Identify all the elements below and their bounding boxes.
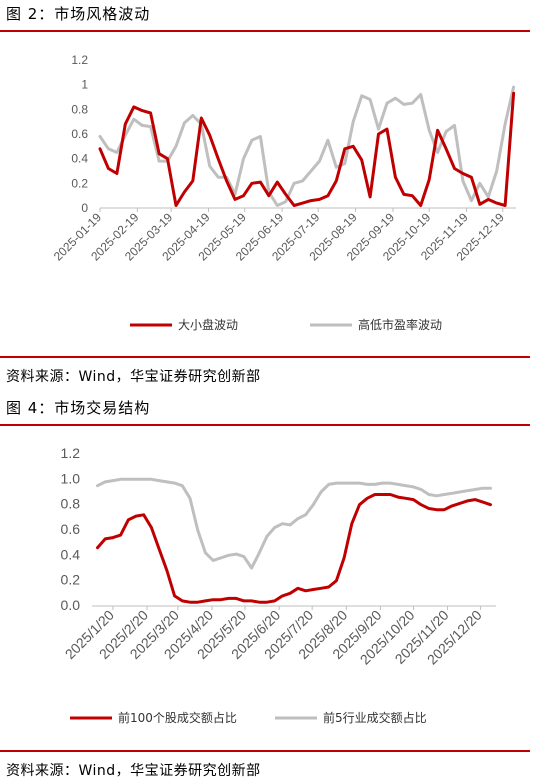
y-tick-label: 1.2 <box>61 445 81 461</box>
y-tick-label: 0.6 <box>61 521 81 537</box>
legend-label: 大小盘波动 <box>178 317 238 332</box>
figure2-bottom-rule <box>0 356 530 358</box>
y-tick-label: 0 <box>81 201 88 215</box>
y-tick-label: 0.0 <box>61 597 81 613</box>
y-tick-label: 0.6 <box>71 127 88 141</box>
figure4-top-rule <box>0 424 530 426</box>
y-tick-label: 0.8 <box>71 102 88 116</box>
y-tick-label: 0.2 <box>71 176 88 190</box>
figure4-bottom-rule <box>0 750 530 752</box>
figure2-caption: 图 2：市场风格波动 <box>6 5 151 23</box>
trading-structure-chart: 0.00.20.40.60.81.01.22025/1/202025/2/202… <box>61 445 496 725</box>
y-tick-label: 1.0 <box>61 470 81 486</box>
figure2-top-rule <box>0 30 530 32</box>
figure4-caption: 图 4：市场交易结构 <box>6 399 151 417</box>
legend-label: 前100个股成交额占比 <box>118 710 237 725</box>
figure2-source: 资料来源：Wind，华宝证券研究创新部 <box>6 369 261 385</box>
series-line-red <box>98 91 516 207</box>
series-line-red <box>96 493 492 604</box>
y-tick-label: 1.2 <box>71 53 88 67</box>
y-tick-label: 0.4 <box>71 152 88 166</box>
y-tick-label: 0.4 <box>61 546 81 562</box>
style-volatility-chart: 00.20.40.60.811.22025-01-192025-02-19202… <box>51 53 516 332</box>
y-tick-label: 0.8 <box>61 496 81 512</box>
figure4-source: 资料来源：Wind，华宝证券研究创新部 <box>6 763 261 779</box>
y-tick-label: 1 <box>81 78 88 92</box>
legend-label: 前5行业成交额占比 <box>323 710 427 725</box>
y-tick-label: 0.2 <box>61 572 81 588</box>
legend-label: 高低市盈率波动 <box>358 317 442 332</box>
series-line-gray <box>98 85 516 207</box>
series-line-gray <box>96 477 492 570</box>
